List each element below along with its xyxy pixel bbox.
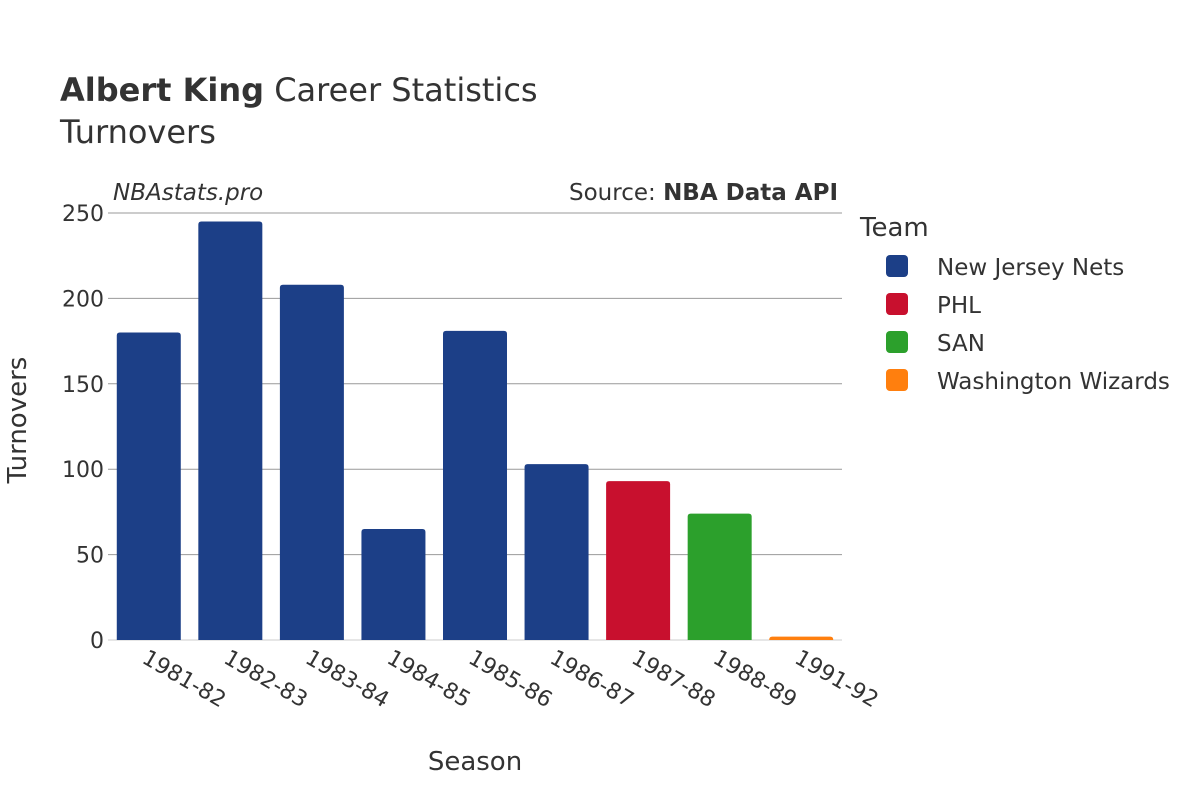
x-tick-label: 1984-85	[382, 646, 474, 714]
source-name: NBA Data API	[663, 180, 838, 206]
x-axis-title: Season	[428, 747, 522, 777]
legend-swatch	[886, 255, 908, 277]
legend-swatch	[886, 293, 908, 315]
bar-1991-92[interactable]	[769, 636, 834, 640]
x-tick-label: 1988-89	[709, 646, 801, 714]
source-label: Source:	[569, 180, 663, 206]
legend-swatch	[886, 331, 908, 353]
bar-1982-83[interactable]	[198, 221, 263, 641]
x-tick-label: 1981-82	[138, 646, 230, 714]
bar-1985-86[interactable]	[443, 330, 507, 640]
y-tick-label: 150	[62, 373, 104, 398]
chart-title: Albert King Career Statistics	[60, 71, 538, 109]
x-tick-label: 1982-83	[219, 646, 311, 714]
bar-1986-87[interactable]	[524, 464, 589, 640]
source-text: Source: NBA Data API	[569, 180, 838, 206]
x-tick-label: 1985-86	[464, 646, 556, 714]
legend-item[interactable]: New Jersey Nets	[937, 255, 1124, 281]
title-rest: Career Statistics	[264, 71, 538, 109]
y-tick-label: 0	[90, 629, 104, 654]
chart-subtitle: Turnovers	[59, 113, 216, 151]
x-tick-label: 1983-84	[301, 646, 393, 714]
legend-swatch	[886, 369, 908, 391]
title-player: Albert King	[60, 71, 264, 109]
legend-title: Team	[859, 213, 929, 243]
watermark: NBAstats.pro	[113, 180, 263, 206]
x-tick-label: 1991-92	[790, 646, 882, 714]
bar-1981-82[interactable]	[116, 332, 181, 640]
bar-1988-89[interactable]	[687, 513, 752, 640]
bar-1983-84[interactable]	[279, 284, 344, 640]
legend-item[interactable]: PHL	[937, 293, 981, 319]
bar-1987-88[interactable]	[606, 481, 671, 640]
bar-1984-85[interactable]	[361, 528, 426, 640]
y-tick-label: 50	[76, 544, 104, 569]
legend-item[interactable]: SAN	[937, 331, 985, 357]
x-tick-label: 1986-87	[546, 646, 638, 714]
x-tick-label: 1987-88	[627, 646, 719, 714]
y-tick-label: 250	[62, 202, 104, 227]
y-tick-label: 100	[62, 458, 104, 483]
y-tick-label: 200	[62, 287, 104, 312]
y-axis-title: Turnovers	[3, 357, 33, 485]
legend-item[interactable]: Washington Wizards	[937, 369, 1170, 395]
